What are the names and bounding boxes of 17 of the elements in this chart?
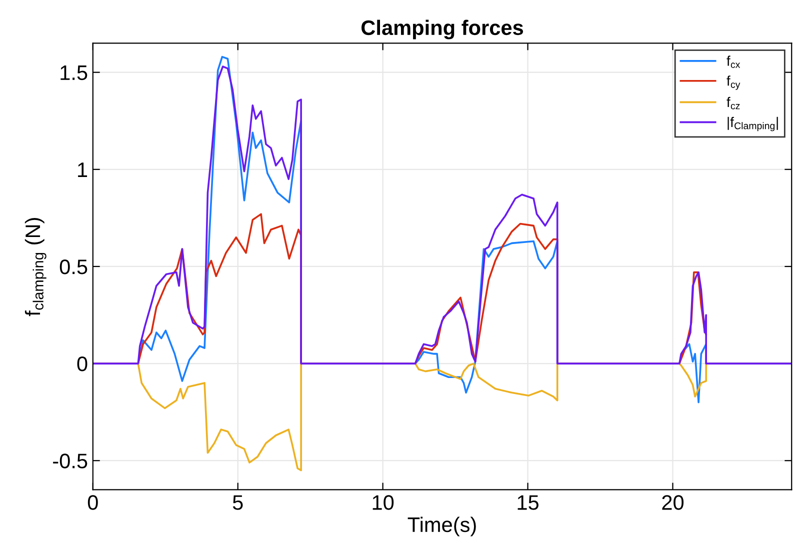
legend-label: f$_{cy}$ xyxy=(726,76,740,90)
y-tick-label: 1 xyxy=(78,162,88,177)
y-tick-label: 1.5 xyxy=(60,66,88,80)
y-axis-title: f$_{clamping}$ (N) xyxy=(24,218,46,316)
x-tick-label: 5 xyxy=(232,495,243,510)
x-tick-label: 0 xyxy=(88,495,98,510)
y-tick-label: 0 xyxy=(77,356,88,372)
y-tick-label: -0.5 xyxy=(53,454,88,468)
legend-label: |f$_{Clamping}$| xyxy=(728,116,778,132)
legend-label: f$_{cx}$ xyxy=(726,56,740,68)
chart-title: Clamping forces xyxy=(362,20,524,40)
x-tick-label: 20 xyxy=(662,495,684,510)
y-tick-label: 0.5 xyxy=(60,259,88,274)
legend-label: f$_{cz}$ xyxy=(726,96,740,110)
x-tick-label: 10 xyxy=(372,495,394,510)
x-axis-title: Time(s) xyxy=(408,516,476,536)
x-tick-label: 15 xyxy=(518,495,538,510)
